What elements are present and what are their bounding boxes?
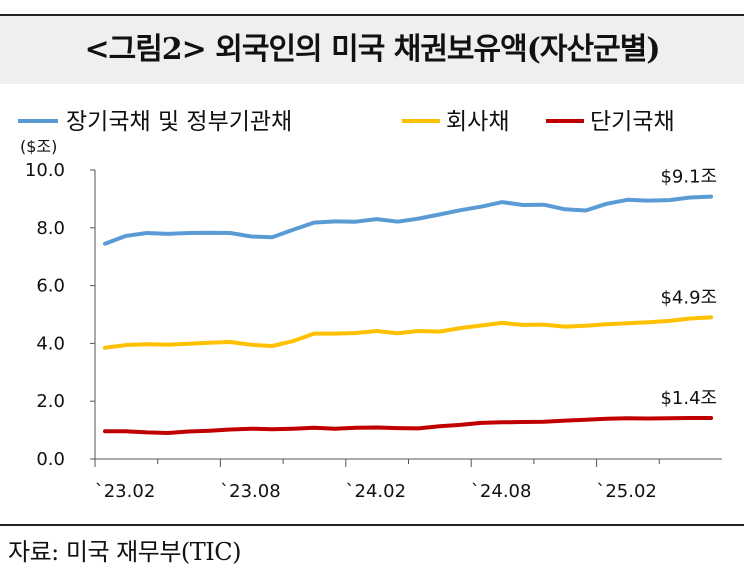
bottom-rule [0, 524, 744, 526]
y-tick-label: 4.0 [36, 333, 65, 354]
top-rule [0, 14, 744, 16]
y-tick-label: 6.0 [36, 276, 65, 297]
legend-label-3: 단기국채 [590, 109, 675, 135]
legend-label-1: 장기국채 및 정부기관채 [66, 109, 292, 135]
series-line-2 [103, 315, 714, 350]
legend: 장기국채 및 정부기관채 회사채 단기국채 [18, 109, 675, 135]
x-tick-label: `23.02 [95, 481, 156, 502]
series-group [103, 194, 714, 435]
y-tick-label: 8.0 [36, 218, 65, 239]
end-value-label-2: $4.9조 [660, 287, 717, 308]
title-band [0, 16, 744, 84]
series-line-3 [103, 416, 714, 435]
end-labels: $9.1조 $4.9조 $1.4조 [660, 167, 717, 409]
x-tick-label: `25.02 [596, 481, 657, 502]
y-tick-label: 0.0 [36, 449, 65, 470]
line-chart: 장기국채 및 정부기관채 회사채 단기국채 ($조) 0.0 2.0 4.0 6.0 8.0… [18, 109, 722, 502]
end-value-label-3: $1.4조 [660, 388, 717, 409]
end-value-label-1: $9.1조 [660, 167, 717, 188]
source-note: 자료: 미국 재무부(TIC) [8, 538, 241, 566]
y-tick-label: 10.0 [25, 160, 65, 181]
axes: 0.0 2.0 4.0 6.0 8.0 10.0 `23.02 `23.08 `24.02 `24… [25, 160, 722, 502]
y-tick-label: 2.0 [36, 391, 65, 412]
x-tick-label: `24.02 [346, 481, 407, 502]
x-tick-label: `24.08 [471, 481, 532, 502]
x-tick-label: `23.08 [220, 481, 281, 502]
unit-label: ($조) [20, 137, 57, 156]
series-line-1 [103, 194, 714, 246]
legend-label-2: 회사채 [446, 109, 509, 135]
chart-title: <그림2> 외국인의 미국 채권보유액(자산군별) [84, 32, 660, 67]
